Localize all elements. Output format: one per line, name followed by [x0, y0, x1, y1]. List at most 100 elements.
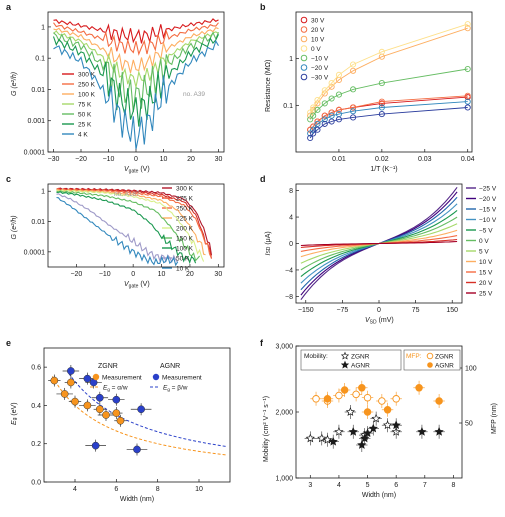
- y-axis-label: ISD (μA): [265, 231, 272, 255]
- legend-label: 250 K: [78, 82, 96, 89]
- series-line-75-K: [53, 30, 219, 88]
- x-tick-label: 0: [377, 307, 381, 314]
- data-point: [321, 120, 328, 127]
- data-point: [133, 445, 141, 454]
- y-tick-label: 0.01: [31, 219, 45, 226]
- series-line-10-K: [56, 196, 179, 267]
- x-tick-label: 20: [186, 271, 194, 278]
- data-point: [378, 98, 385, 105]
- data-point: [464, 104, 471, 111]
- data-point: [363, 393, 372, 402]
- series-line-100-K: [56, 191, 197, 265]
- y-axis-label: Mobility (cm² V⁻¹ s⁻¹): [263, 396, 270, 462]
- data-point: [83, 401, 92, 410]
- series-line-275-K: [56, 187, 213, 259]
- y-tick-label: 1: [41, 24, 45, 31]
- panel-label-a: a: [6, 2, 12, 12]
- legend-marker: [300, 64, 308, 71]
- y-axis-label-right: MFP (nm): [491, 403, 498, 434]
- data-point: [464, 98, 471, 105]
- data-point: [67, 378, 75, 387]
- x-tick-label: 0: [131, 271, 135, 278]
- legend-label: 20 V: [479, 280, 493, 287]
- x-tick-label: −30: [48, 156, 60, 163]
- panel-label-b: b: [260, 2, 266, 12]
- x-tick-label: 8: [451, 482, 455, 489]
- data-point: [391, 420, 401, 430]
- data-point: [50, 376, 59, 385]
- data-point: [348, 426, 358, 436]
- y-tick-label: 0.01: [31, 87, 45, 94]
- data-point: [335, 91, 342, 98]
- legend-label: 10 V: [479, 259, 493, 266]
- y-tick-label: 3,000: [275, 344, 293, 351]
- legend-label: 30 V: [311, 18, 325, 25]
- data-point: [102, 411, 110, 419]
- plot-frame-c: [47, 183, 225, 268]
- data-point: [383, 406, 392, 414]
- data-point: [323, 395, 332, 403]
- data-point: [371, 413, 381, 423]
- x-tick-label: 0: [134, 156, 138, 163]
- y-tick-label: 1: [41, 189, 45, 196]
- y-tick-label: 0.0001: [24, 249, 46, 256]
- y-tick-label: 1,000: [275, 476, 293, 483]
- data-point: [71, 397, 79, 406]
- legend-label: −5 V: [479, 228, 493, 235]
- data-point: [358, 384, 366, 392]
- legend-marker: [92, 373, 100, 381]
- data-point: [310, 112, 317, 119]
- series-line-250-K: [56, 188, 213, 259]
- data-point: [350, 114, 357, 121]
- y-tick-label: 8: [289, 188, 293, 195]
- data-point: [310, 126, 317, 133]
- x-tick-label: 30: [214, 271, 222, 278]
- data-point: [321, 87, 328, 94]
- legend-label: 50 K: [78, 112, 92, 119]
- legend-marker: [300, 73, 308, 81]
- y-tick-label: 2,000: [275, 410, 293, 417]
- legend-label: 150 K: [176, 236, 194, 243]
- y-axis-label: Resistance (MΩ): [265, 60, 272, 112]
- data-point: [464, 21, 471, 28]
- x-tick-label: 0.02: [375, 156, 389, 163]
- data-point: [340, 386, 349, 394]
- legend-marker: [426, 352, 434, 360]
- legend-label: 10 V: [311, 37, 325, 44]
- y-tick-label: 0.0001: [24, 150, 46, 157]
- data-point: [382, 420, 393, 430]
- y-tick-label: 0.6: [31, 365, 41, 372]
- data-point: [328, 95, 335, 102]
- legend-label: 75 K: [78, 102, 92, 109]
- data-point: [328, 109, 335, 116]
- y-tick-label: 0.001: [27, 118, 45, 125]
- data-point: [417, 426, 427, 436]
- legend-marker: [427, 362, 433, 368]
- legend-label: −25 V: [479, 186, 497, 193]
- legend-label: 50 K: [176, 256, 190, 263]
- data-point: [378, 48, 385, 55]
- legend-label: 275 K: [176, 196, 194, 203]
- series-line-250-K: [53, 22, 219, 56]
- data-point: [312, 395, 320, 403]
- x-tick-label: 8: [156, 486, 160, 493]
- legend-label: Measurement: [162, 375, 202, 382]
- data-point: [378, 397, 386, 405]
- data-point: [335, 71, 342, 78]
- legend-box-mobility: [300, 349, 402, 371]
- data-point: [363, 408, 372, 416]
- y-tick-label: 0: [289, 241, 293, 248]
- y-tick-label: 0.2: [31, 441, 41, 448]
- legend-marker: [300, 54, 308, 62]
- data-point: [434, 426, 444, 436]
- legend-label: −15 V: [479, 207, 497, 214]
- x-tick-label: −20: [75, 156, 87, 163]
- legend-label: 25 K: [78, 122, 92, 129]
- data-point: [116, 416, 125, 425]
- data-point: [307, 134, 314, 142]
- data-point: [464, 92, 471, 99]
- sample-annotation: no. A187: [114, 191, 140, 198]
- data-point: [350, 61, 357, 68]
- legend-label: −20 V: [311, 65, 329, 72]
